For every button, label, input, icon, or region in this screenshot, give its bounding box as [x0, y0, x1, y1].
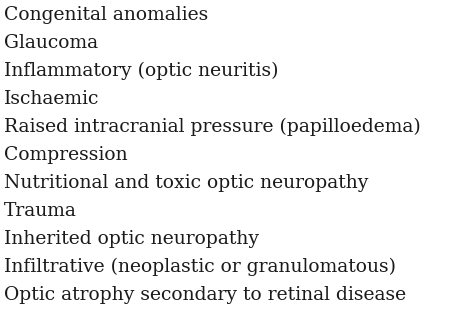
- Text: Congenital anomalies: Congenital anomalies: [4, 6, 208, 24]
- Text: Nutritional and toxic optic neuropathy: Nutritional and toxic optic neuropathy: [4, 174, 368, 192]
- Text: Glaucoma: Glaucoma: [4, 34, 98, 52]
- Text: Raised intracranial pressure (papilloedema): Raised intracranial pressure (papilloede…: [4, 118, 421, 136]
- Text: Optic atrophy secondary to retinal disease: Optic atrophy secondary to retinal disea…: [4, 286, 406, 304]
- Text: Trauma: Trauma: [4, 202, 77, 220]
- Text: Infiltrative (neoplastic or granulomatous): Infiltrative (neoplastic or granulomatou…: [4, 258, 396, 276]
- Text: Inherited optic neuropathy: Inherited optic neuropathy: [4, 230, 259, 248]
- Text: Compression: Compression: [4, 146, 128, 164]
- Text: Inflammatory (optic neuritis): Inflammatory (optic neuritis): [4, 62, 278, 80]
- Text: Ischaemic: Ischaemic: [4, 90, 99, 108]
